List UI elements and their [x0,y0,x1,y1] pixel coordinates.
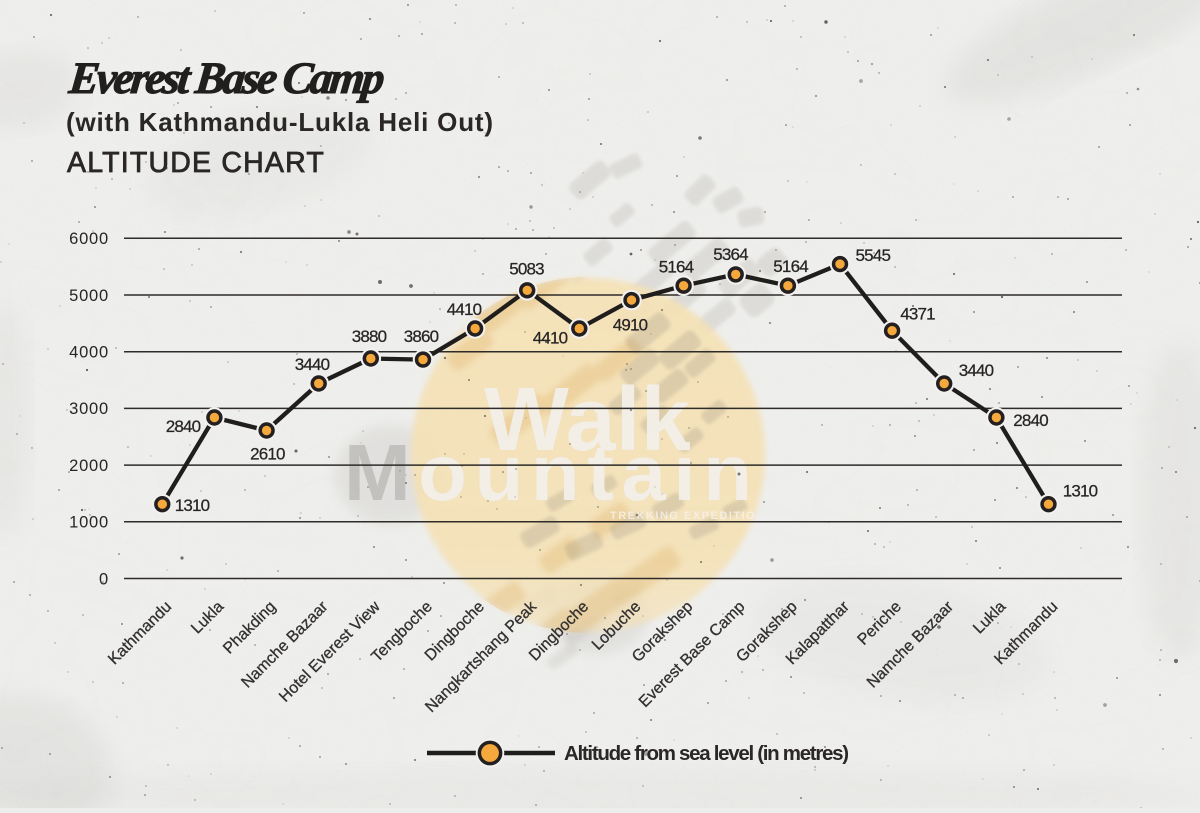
svg-text:3000: 3000 [69,400,109,418]
svg-text:0: 0 [99,570,109,588]
svg-text:6000: 6000 [69,230,109,248]
svg-text:3440: 3440 [295,355,330,374]
svg-text:2840: 2840 [166,417,201,436]
svg-text:5083: 5083 [509,260,544,279]
svg-text:1000: 1000 [69,514,109,532]
svg-text:1310: 1310 [1063,482,1098,501]
svg-text:Everest Base Camp: Everest Base Camp [66,53,387,103]
svg-text:2610: 2610 [250,444,285,463]
svg-text:4000: 4000 [69,344,109,362]
svg-text:Altitude from sea level (in me: Altitude from sea level (in metres) [564,742,848,765]
svg-text:3860: 3860 [404,327,439,346]
svg-text:5164: 5164 [773,257,808,276]
svg-text:2000: 2000 [69,457,109,475]
svg-text:1310: 1310 [175,496,210,515]
svg-text:2840: 2840 [1013,411,1048,430]
svg-text:4410: 4410 [447,300,482,319]
svg-text:5164: 5164 [659,258,694,277]
svg-text:4410: 4410 [533,329,568,348]
svg-text:3440: 3440 [959,361,994,380]
svg-text:5364: 5364 [713,245,748,264]
svg-text:ALTITUDE CHART: ALTITUDE CHART [67,147,325,179]
svg-text:4910: 4910 [613,316,648,335]
svg-text:3880: 3880 [352,327,387,346]
svg-text:5000: 5000 [69,287,109,305]
svg-text:(with Kathmandu-Lukla Heli Out: (with Kathmandu-Lukla Heli Out) [66,107,494,137]
svg-text:5545: 5545 [855,246,890,265]
svg-text:4371: 4371 [900,305,935,324]
